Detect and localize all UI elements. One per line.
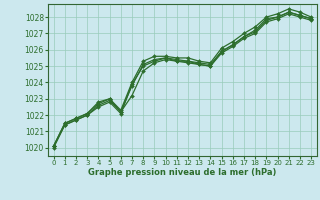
X-axis label: Graphe pression niveau de la mer (hPa): Graphe pression niveau de la mer (hPa) [88, 168, 276, 177]
